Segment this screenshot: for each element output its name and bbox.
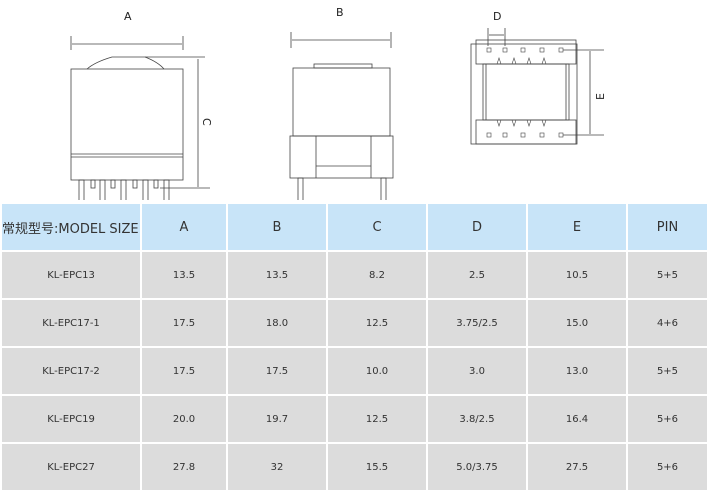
cell-model: KL-EPC17-2 bbox=[0, 346, 142, 396]
table-row: KL-EPC17-2 17.5 17.5 10.0 3.0 13.0 5+5 bbox=[0, 346, 707, 396]
cell-b: 32 bbox=[226, 442, 328, 492]
cell-c: 10.0 bbox=[326, 346, 428, 396]
cell-d: 2.5 bbox=[426, 250, 528, 300]
cell-model: KL-EPC27 bbox=[0, 442, 142, 492]
cell-b: 17.5 bbox=[226, 346, 328, 396]
header-b: B bbox=[226, 202, 328, 252]
cell-model: KL-EPC13 bbox=[0, 250, 142, 300]
cell-a: 17.5 bbox=[140, 298, 228, 348]
dimension-label-c: C bbox=[200, 118, 213, 126]
header-pin: PIN bbox=[626, 202, 707, 252]
cell-c: 15.5 bbox=[326, 442, 428, 492]
cell-model: KL-EPC17-1 bbox=[0, 298, 142, 348]
cell-pin: 5+5 bbox=[626, 250, 707, 300]
header-model-size: 常规型号:MODEL SIZE bbox=[0, 202, 142, 252]
cell-a: 13.5 bbox=[140, 250, 228, 300]
cell-c: 12.5 bbox=[326, 298, 428, 348]
cell-d: 3.0 bbox=[426, 346, 528, 396]
model-size-table: 常规型号:MODEL SIZE A B C D E PIN KL-EPC13 13… bbox=[0, 202, 707, 492]
table-header-row: 常规型号:MODEL SIZE A B C D E PIN bbox=[0, 202, 707, 252]
header-e: E bbox=[526, 202, 628, 252]
front-view-drawing: A C bbox=[70, 10, 213, 200]
cell-pin: 5+5 bbox=[626, 346, 707, 396]
cell-d: 5.0/3.75 bbox=[426, 442, 528, 492]
cell-model: KL-EPC19 bbox=[0, 394, 142, 444]
dimension-label-b: B bbox=[336, 6, 344, 19]
table-row: KL-EPC19 20.0 19.7 12.5 3.8/2.5 16.4 5+6 bbox=[0, 394, 707, 444]
table-row: KL-EPC17-1 17.5 18.0 12.5 3.75/2.5 15.0 4+6 bbox=[0, 298, 707, 348]
cell-c: 8.2 bbox=[326, 250, 428, 300]
cell-b: 13.5 bbox=[226, 250, 328, 300]
cell-pin: 5+6 bbox=[626, 394, 707, 444]
header-a: A bbox=[140, 202, 228, 252]
table-row: KL-EPC13 13.5 13.5 8.2 2.5 10.5 5+5 bbox=[0, 250, 707, 300]
table-row: KL-EPC27 27.8 32 15.5 5.0/3.75 27.5 5+6 bbox=[0, 442, 707, 492]
cell-pin: 5+6 bbox=[626, 442, 707, 492]
cell-e: 27.5 bbox=[526, 442, 628, 492]
cell-e: 10.5 bbox=[526, 250, 628, 300]
side-view-drawing: B bbox=[289, 6, 394, 200]
header-d: D bbox=[426, 202, 528, 252]
dimension-label-d: D bbox=[493, 10, 501, 23]
cell-e: 15.0 bbox=[526, 298, 628, 348]
cell-b: 18.0 bbox=[226, 298, 328, 348]
cell-e: 13.0 bbox=[526, 346, 628, 396]
cell-a: 27.8 bbox=[140, 442, 228, 492]
header-c: C bbox=[326, 202, 428, 252]
dimension-label-e: E bbox=[594, 93, 607, 100]
top-view-drawing: D E bbox=[470, 10, 607, 145]
cell-d: 3.8/2.5 bbox=[426, 394, 528, 444]
cell-pin: 4+6 bbox=[626, 298, 707, 348]
dimension-drawings: A C B D bbox=[70, 6, 607, 200]
cell-d: 3.75/2.5 bbox=[426, 298, 528, 348]
cell-a: 17.5 bbox=[140, 346, 228, 396]
cell-b: 19.7 bbox=[226, 394, 328, 444]
cell-c: 12.5 bbox=[326, 394, 428, 444]
cell-e: 16.4 bbox=[526, 394, 628, 444]
dimension-label-a: A bbox=[124, 10, 132, 23]
cell-a: 20.0 bbox=[140, 394, 228, 444]
